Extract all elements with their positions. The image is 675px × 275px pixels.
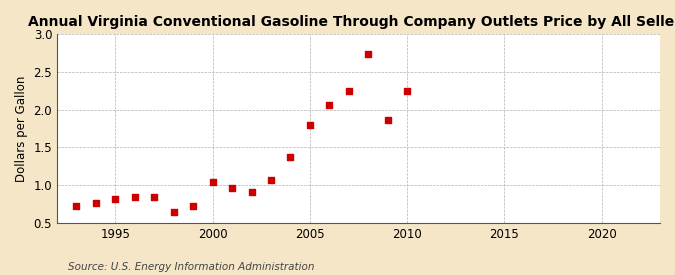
Point [188,204,198,208]
Point [324,103,335,108]
Point [265,178,276,182]
Title: Annual Virginia Conventional Gasoline Through Company Outlets Price by All Selle: Annual Virginia Conventional Gasoline Th… [28,15,675,29]
Point [246,190,257,194]
Y-axis label: Dollars per Gallon: Dollars per Gallon [15,75,28,182]
Point [285,154,296,159]
Point [110,197,121,201]
Point [227,186,238,190]
Point [168,209,179,214]
Point [71,203,82,208]
Text: Source: U.S. Energy Information Administration: Source: U.S. Energy Information Administ… [68,262,314,272]
Point [149,195,160,199]
Point [90,200,101,205]
Point [382,118,393,123]
Point [363,52,374,56]
Point [207,180,218,184]
Point [304,123,315,127]
Point [130,195,140,199]
Point [402,89,412,93]
Point [344,89,354,93]
